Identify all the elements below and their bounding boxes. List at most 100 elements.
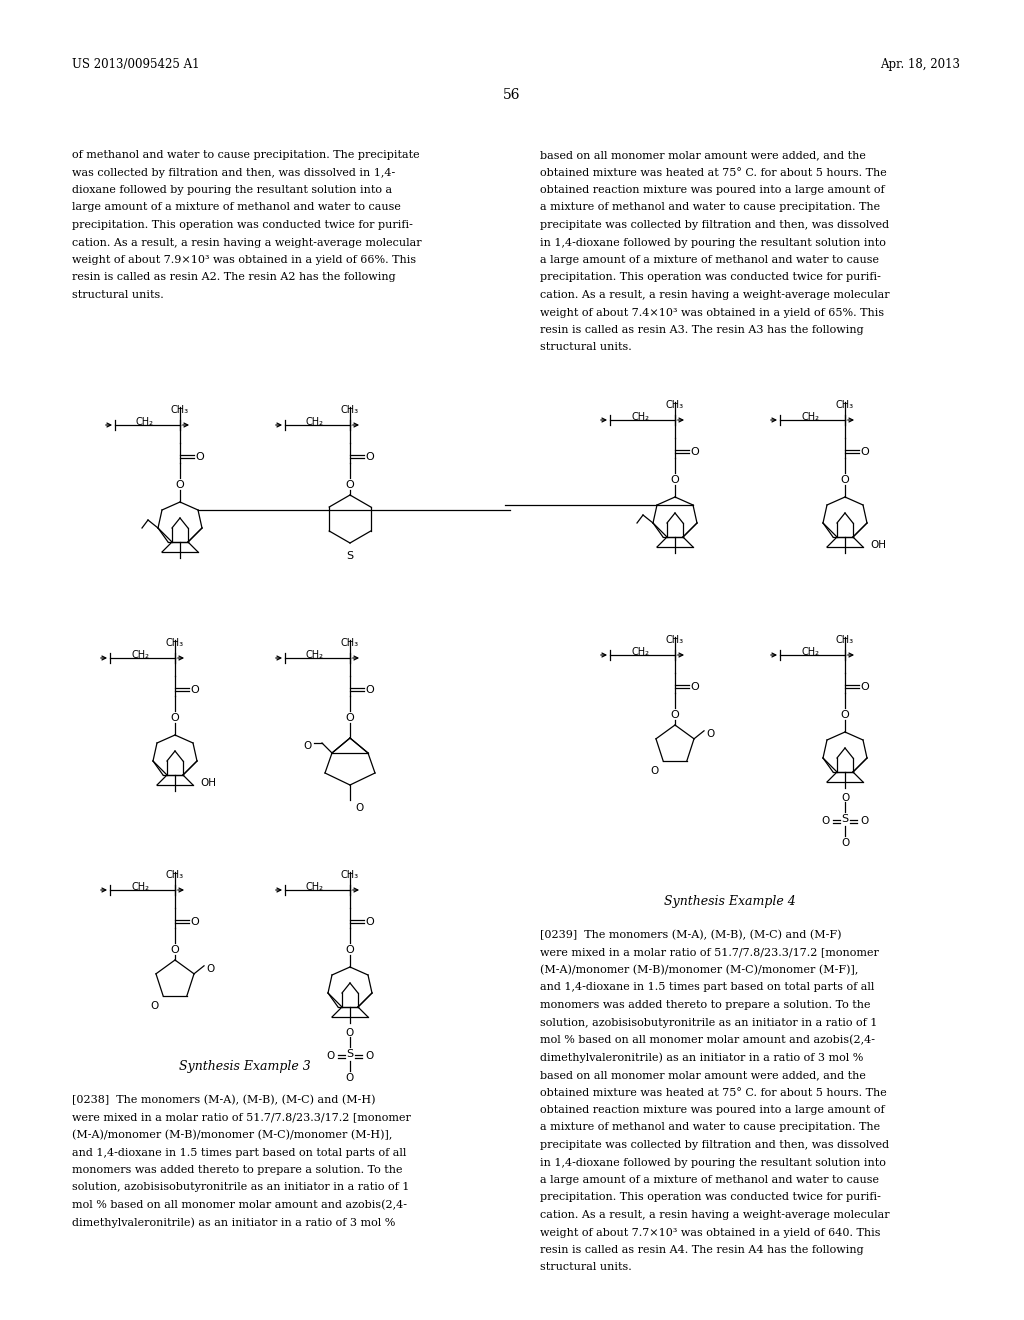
Text: precipitation. This operation was conducted twice for purifi-: precipitation. This operation was conduc… xyxy=(540,1192,881,1203)
Text: structural units.: structural units. xyxy=(540,1262,632,1272)
Text: CH₂: CH₂ xyxy=(306,882,324,892)
Text: O: O xyxy=(171,713,179,723)
Text: solution, azobisisobutyronitrile as an initiator in a ratio of 1: solution, azobisisobutyronitrile as an i… xyxy=(72,1183,410,1192)
Text: [0238]  The monomers (M-A), (M-B), (M-C) and (M-H): [0238] The monomers (M-A), (M-B), (M-C) … xyxy=(72,1096,376,1105)
Text: of methanol and water to cause precipitation. The precipitate: of methanol and water to cause precipita… xyxy=(72,150,420,160)
Text: was collected by filtration and then, was dissolved in 1,4-: was collected by filtration and then, wa… xyxy=(72,168,395,177)
Text: O: O xyxy=(365,451,374,462)
Text: Synthesis Example 4: Synthesis Example 4 xyxy=(665,895,796,908)
Text: and 1,4-dioxane in 1.5 times part based on total parts of all: and 1,4-dioxane in 1.5 times part based … xyxy=(540,982,874,993)
Text: O: O xyxy=(355,803,364,813)
Text: were mixed in a molar ratio of 51.7/7.8/23.3/17.2 [monomer: were mixed in a molar ratio of 51.7/7.8/… xyxy=(540,948,879,957)
Text: OH: OH xyxy=(200,777,216,788)
Text: cation. As a result, a resin having a weight-average molecular: cation. As a result, a resin having a we… xyxy=(540,1210,890,1220)
Text: precipitation. This operation was conducted twice for purifi-: precipitation. This operation was conduc… xyxy=(72,220,413,230)
Text: mol % based on all monomer molar amount and azobis(2,4-: mol % based on all monomer molar amount … xyxy=(72,1200,407,1210)
Text: CH₂: CH₂ xyxy=(136,417,154,426)
Text: mol % based on all monomer molar amount and azobis(2,4-: mol % based on all monomer molar amount … xyxy=(540,1035,874,1045)
Text: based on all monomer molar amount were added, and the: based on all monomer molar amount were a… xyxy=(540,150,866,160)
Text: S: S xyxy=(346,1049,353,1059)
Text: O: O xyxy=(171,945,179,954)
Text: O: O xyxy=(841,475,849,484)
Text: in 1,4-dioxane followed by pouring the resultant solution into: in 1,4-dioxane followed by pouring the r… xyxy=(540,1158,886,1167)
Text: CH₂: CH₂ xyxy=(131,882,150,892)
Text: S: S xyxy=(346,550,353,561)
Text: CH₃: CH₃ xyxy=(341,638,359,648)
Text: 56: 56 xyxy=(503,88,521,102)
Text: O: O xyxy=(346,1073,354,1082)
Text: CH₂: CH₂ xyxy=(306,417,324,426)
Text: solution, azobisisobutyronitrile as an initiator in a ratio of 1: solution, azobisisobutyronitrile as an i… xyxy=(540,1018,878,1027)
Text: based on all monomer molar amount were added, and the: based on all monomer molar amount were a… xyxy=(540,1071,866,1080)
Text: O: O xyxy=(150,1001,159,1011)
Text: dioxane followed by pouring the resultant solution into a: dioxane followed by pouring the resultan… xyxy=(72,185,392,195)
Text: monomers was added thereto to prepare a solution. To the: monomers was added thereto to prepare a … xyxy=(540,1001,870,1010)
Text: O: O xyxy=(346,713,354,723)
Text: CH₂: CH₂ xyxy=(306,649,324,660)
Text: (M-A)/monomer (M-B)/monomer (M-C)/monomer (M-H)],: (M-A)/monomer (M-B)/monomer (M-C)/monome… xyxy=(72,1130,392,1140)
Text: and 1,4-dioxane in 1.5 times part based on total parts of all: and 1,4-dioxane in 1.5 times part based … xyxy=(72,1147,407,1158)
Text: CH₃: CH₃ xyxy=(666,400,684,411)
Text: O: O xyxy=(176,480,184,490)
Text: O: O xyxy=(346,945,354,954)
Text: O: O xyxy=(346,1028,354,1038)
Text: O: O xyxy=(190,685,199,696)
Text: CH₃: CH₃ xyxy=(666,635,684,645)
Text: (M-A)/monomer (M-B)/monomer (M-C)/monomer (M-F)],: (M-A)/monomer (M-B)/monomer (M-C)/monome… xyxy=(540,965,858,975)
Text: CH₃: CH₃ xyxy=(836,635,854,645)
Text: resin is called as resin A4. The resin A4 has the following: resin is called as resin A4. The resin A… xyxy=(540,1245,863,1255)
Text: obtained reaction mixture was poured into a large amount of: obtained reaction mixture was poured int… xyxy=(540,185,885,195)
Text: CH₃: CH₃ xyxy=(341,405,359,414)
Text: CH₃: CH₃ xyxy=(836,400,854,411)
Text: a large amount of a mixture of methanol and water to cause: a large amount of a mixture of methanol … xyxy=(540,1175,879,1185)
Text: O: O xyxy=(206,964,214,974)
Text: CH₃: CH₃ xyxy=(166,870,184,880)
Text: O: O xyxy=(860,447,868,457)
Text: structural units.: structural units. xyxy=(72,290,164,300)
Text: structural units.: structural units. xyxy=(540,342,632,352)
Text: obtained reaction mixture was poured into a large amount of: obtained reaction mixture was poured int… xyxy=(540,1105,885,1115)
Text: CH₂: CH₂ xyxy=(801,647,819,657)
Text: cation. As a result, a resin having a weight-average molecular: cation. As a result, a resin having a we… xyxy=(540,290,890,300)
Text: O: O xyxy=(190,917,199,927)
Text: O: O xyxy=(706,729,715,739)
Text: O: O xyxy=(327,1051,335,1061)
Text: resin is called as resin A2. The resin A2 has the following: resin is called as resin A2. The resin A… xyxy=(72,272,395,282)
Text: CH₃: CH₃ xyxy=(341,870,359,880)
Text: Synthesis Example 3: Synthesis Example 3 xyxy=(179,1060,311,1073)
Text: US 2013/0095425 A1: US 2013/0095425 A1 xyxy=(72,58,200,71)
Text: O: O xyxy=(821,816,830,826)
Text: dimethylvaleronitrile) as an initiator in a ratio of 3 mol %: dimethylvaleronitrile) as an initiator i… xyxy=(540,1052,863,1063)
Text: O: O xyxy=(365,917,374,927)
Text: CH₃: CH₃ xyxy=(171,405,189,414)
Text: O: O xyxy=(841,710,849,719)
Text: monomers was added thereto to prepare a solution. To the: monomers was added thereto to prepare a … xyxy=(72,1166,402,1175)
Text: obtained mixture was heated at 75° C. for about 5 hours. The: obtained mixture was heated at 75° C. fo… xyxy=(540,1088,887,1097)
Text: O: O xyxy=(195,451,204,462)
Text: O: O xyxy=(671,475,679,484)
Text: O: O xyxy=(860,816,868,826)
Text: O: O xyxy=(841,838,849,847)
Text: S: S xyxy=(842,814,849,824)
Text: O: O xyxy=(304,741,312,751)
Text: precipitate was collected by filtration and then, was dissolved: precipitate was collected by filtration … xyxy=(540,1140,889,1150)
Text: O: O xyxy=(650,766,658,776)
Text: weight of about 7.9×10³ was obtained in a yield of 66%. This: weight of about 7.9×10³ was obtained in … xyxy=(72,255,416,265)
Text: O: O xyxy=(365,685,374,696)
Text: resin is called as resin A3. The resin A3 has the following: resin is called as resin A3. The resin A… xyxy=(540,325,863,335)
Text: CH₂: CH₂ xyxy=(631,412,649,422)
Text: O: O xyxy=(690,447,698,457)
Text: dimethylvaleronitrile) as an initiator in a ratio of 3 mol %: dimethylvaleronitrile) as an initiator i… xyxy=(72,1217,395,1228)
Text: O: O xyxy=(365,1051,374,1061)
Text: O: O xyxy=(860,682,868,692)
Text: a mixture of methanol and water to cause precipitation. The: a mixture of methanol and water to cause… xyxy=(540,202,880,213)
Text: large amount of a mixture of methanol and water to cause: large amount of a mixture of methanol an… xyxy=(72,202,400,213)
Text: CH₂: CH₂ xyxy=(131,649,150,660)
Text: cation. As a result, a resin having a weight-average molecular: cation. As a result, a resin having a we… xyxy=(72,238,422,248)
Text: CH₂: CH₂ xyxy=(801,412,819,422)
Text: Apr. 18, 2013: Apr. 18, 2013 xyxy=(880,58,961,71)
Text: O: O xyxy=(841,793,849,803)
Text: CH₃: CH₃ xyxy=(166,638,184,648)
Text: precipitation. This operation was conducted twice for purifi-: precipitation. This operation was conduc… xyxy=(540,272,881,282)
Text: O: O xyxy=(671,710,679,719)
